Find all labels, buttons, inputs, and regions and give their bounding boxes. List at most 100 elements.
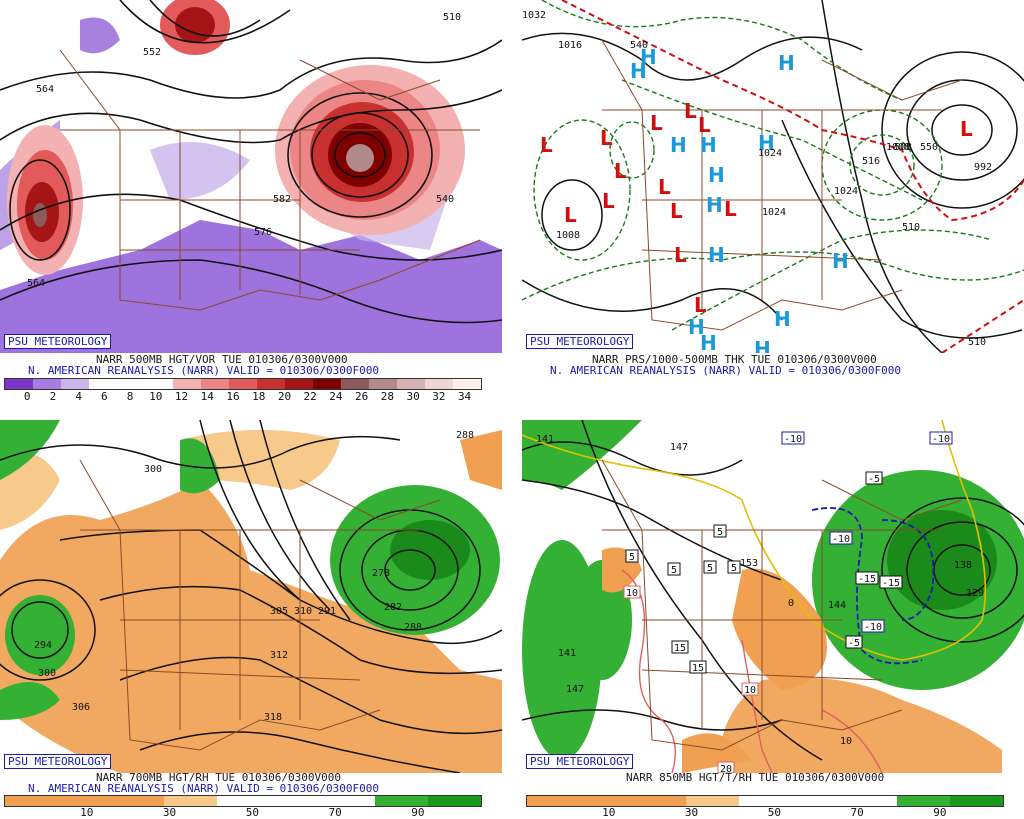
colorbar-swatch (216, 796, 270, 806)
temperature-label: 20 (720, 764, 732, 773)
colorbar-swatch (313, 379, 341, 389)
low-pressure-marker: L (684, 99, 697, 123)
contour-label: 550 (920, 142, 938, 153)
low-pressure-marker: L (960, 117, 973, 141)
panel3-colorbar (4, 795, 482, 807)
colorbar-swatch (89, 379, 117, 389)
temperature-label: 5 (717, 527, 723, 538)
contour-label: 147 (566, 684, 584, 695)
contour-label: 564 (27, 278, 45, 289)
colorbar-swatch (425, 379, 453, 389)
panel4-title-line1: NARR 850MB HGT/T/RH TUE 010306/0300V000 (626, 771, 885, 784)
contour-label: 1024 (834, 186, 858, 197)
contour-label: 305 (270, 606, 288, 617)
high-pressure-marker: H (670, 133, 687, 157)
contour-label: 129 (966, 588, 984, 599)
contour-label: 510 (968, 337, 986, 348)
contour-label: 552 (143, 47, 161, 58)
colorbar-swatch (269, 796, 323, 806)
high-pressure-marker: H (754, 337, 771, 353)
colorbar-tick-label: 12 (174, 390, 189, 403)
temperature-label: 5 (731, 563, 737, 574)
colorbar-swatch (163, 796, 217, 806)
colorbar-swatch (527, 796, 580, 806)
high-pressure-marker: H (708, 243, 725, 267)
temperature-label: 5 (707, 563, 713, 574)
colorbar-swatch (428, 796, 482, 806)
temperature-label: 10 (626, 588, 638, 599)
colorbar-tick-label: 34 (457, 390, 472, 403)
high-pressure-marker: H (832, 249, 849, 273)
colorbar-tick-label: 8 (126, 390, 134, 403)
panel3-colorbar-ticks: 10 30 50 70 90 (4, 806, 480, 819)
low-pressure-marker: L (600, 126, 613, 150)
colorbar-swatch (791, 796, 845, 806)
high-pressure-marker: H (700, 331, 717, 353)
colorbar-swatch (257, 379, 285, 389)
temperature-label: -10 (864, 622, 882, 633)
temperature-label: 0 (788, 598, 794, 609)
colorbar-swatch (844, 796, 898, 806)
panel1-title-line2: N. AMERICAN REANALYSIS (NARR) VALID = 01… (28, 364, 379, 377)
contour-label: 144 (828, 600, 846, 611)
contour-label: 300 (38, 668, 56, 679)
contour-label: 141 (536, 434, 554, 445)
contour-label: 300 (144, 464, 162, 475)
colorbar-tick-label: 16 (226, 390, 240, 403)
contour-label: 992 (974, 162, 992, 173)
high-pressure-marker: H (758, 131, 775, 155)
panel-500mb-hgt-vor: 552 564 576 564 540 582 510 PSU METEOROL… (0, 0, 502, 353)
low-pressure-marker: L (658, 175, 671, 199)
colorbar-swatch (897, 796, 951, 806)
low-pressure-marker: L (564, 203, 577, 227)
colorbar-swatch (579, 796, 633, 806)
colorbar-tick-label: 24 (329, 390, 343, 403)
colorbar-swatch (61, 379, 89, 389)
temperature-label: 10 (840, 736, 852, 747)
humidity-map-700mb: 288 300 294 300 306 305 310 312 318 278 … (0, 420, 502, 773)
colorbar-tick-label: 50 (767, 806, 781, 819)
colorbar-swatch (229, 379, 257, 389)
low-pressure-marker: L (674, 243, 687, 267)
panel4-colorbar (526, 795, 1004, 807)
colorbar-tick-label: 10 (602, 806, 616, 819)
colorbar-tick-label: 22 (303, 390, 317, 403)
panel1-colorbar (4, 378, 482, 390)
temperature-label: -5 (868, 474, 880, 485)
colorbar-swatch (173, 379, 201, 389)
panel2-title-line1: NARR PRS/1000-500MB THK TUE 010306/0300V… (592, 353, 877, 366)
colorbar-swatch (5, 796, 58, 806)
panel-700mb-hgt-rh: 288 300 294 300 306 305 310 312 318 278 … (0, 420, 502, 773)
colorbar-tick-label: 70 (850, 806, 864, 819)
colorbar-swatch (632, 796, 686, 806)
temperature-label: 10 (744, 685, 756, 696)
panel1-colorbar-ticks: 0 2 4 6 8 10 12 14 16 18 20 22 24 26 28 30 32 34 (4, 390, 480, 403)
contour-label: 310 (294, 606, 312, 617)
panel4-colorbar-ticks: 10 30 50 70 90 (526, 806, 1002, 819)
contour-label: 306 (72, 702, 90, 713)
contour-label: 153 (740, 558, 758, 569)
colorbar-swatch (285, 379, 313, 389)
psu-meteorology-badge: PSU METEOROLOGY (4, 754, 112, 769)
colorbar-tick-label: 2 (49, 390, 57, 403)
contour-label: 291 (318, 606, 336, 617)
high-pressure-marker: H (774, 307, 791, 331)
colorbar-tick-label: 4 (75, 390, 82, 403)
contour-label: 508 (894, 142, 912, 153)
colorbar-tick-label: 10 (149, 390, 163, 403)
low-pressure-marker: L (724, 197, 737, 221)
colorbar-tick-label: 90 (933, 806, 947, 819)
contour-label: 582 (273, 194, 291, 205)
contour-label: 576 (254, 227, 272, 238)
colorbar-swatch (453, 379, 481, 389)
contour-label: 288 (404, 622, 422, 633)
low-pressure-marker: L (602, 189, 615, 213)
temperature-label: -5 (848, 638, 860, 649)
vorticity-map: 552 564 576 564 540 582 510 (0, 0, 502, 353)
colorbar-swatch (201, 379, 229, 389)
colorbar-swatch (5, 379, 33, 389)
contour-label: 540 (436, 194, 454, 205)
colorbar-tick-label: 30 (684, 806, 699, 819)
contour-label: 1024 (758, 148, 782, 159)
colorbar-swatch (341, 379, 369, 389)
